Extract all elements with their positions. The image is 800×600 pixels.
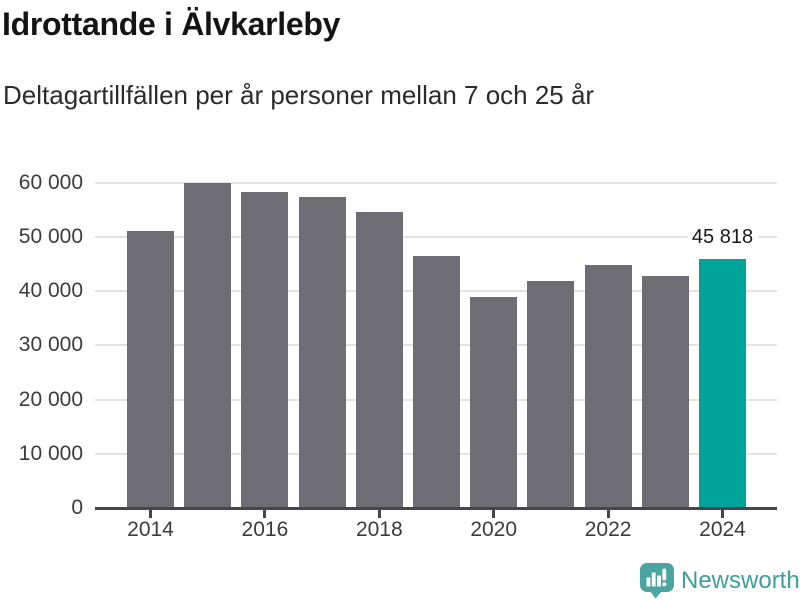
- bar-2014: [127, 230, 174, 507]
- y-axis-label: 50 000: [18, 224, 83, 248]
- x-axis-tick: [492, 510, 496, 518]
- y-axis-label: 0: [71, 496, 83, 519]
- bar-2024: [699, 259, 746, 507]
- bar-2022: [584, 264, 632, 507]
- logo-bar-icon: [657, 575, 661, 587]
- chart-subtitle: Deltagartillfällen per år personer mella…: [3, 80, 595, 110]
- x-axis-tick: [721, 510, 724, 518]
- bar-2020: [470, 296, 518, 507]
- bar-2018: [355, 212, 403, 507]
- y-axis-label: 40 000: [18, 279, 83, 302]
- x-axis-label: 2018: [355, 518, 403, 541]
- bar-2021: [527, 280, 575, 507]
- value-annotation: 45 818: [686, 224, 759, 250]
- x-axis-tick: [263, 510, 267, 518]
- logo-exclamation-icon: [662, 568, 667, 581]
- gridline: [95, 181, 777, 184]
- x-axis-label: 2016: [241, 518, 289, 541]
- chart-title: Idrottande i Älvkarleby: [2, 6, 341, 42]
- logo-bar-icon: [646, 577, 651, 587]
- gridline: [95, 235, 777, 238]
- x-axis-label: 2014: [127, 518, 174, 541]
- x-axis-label: 2020: [470, 518, 518, 541]
- x-axis-tick: [377, 510, 381, 518]
- x-axis-line: [95, 507, 777, 510]
- newsworthy-logo-text: Newsworthy: [681, 567, 800, 594]
- newsworthy-logo[interactable]: Newsworthy: [640, 563, 800, 599]
- x-axis-tick: [149, 510, 152, 518]
- newsworthy-icon: [640, 563, 674, 599]
- logo-bar-icon: [651, 572, 656, 587]
- bar-2023: [641, 275, 689, 507]
- x-axis-label: 2024: [699, 518, 746, 541]
- y-axis-label: 10 000: [18, 441, 83, 465]
- bar-2017: [298, 196, 346, 507]
- bar-2016: [241, 192, 289, 507]
- bar-2019: [413, 255, 460, 507]
- y-axis-label: 60 000: [18, 170, 83, 194]
- logo-exclamation-dot: [662, 582, 667, 587]
- bar-2015: [184, 182, 232, 507]
- y-axis-label: 30 000: [18, 333, 83, 357]
- x-axis-label: 2022: [584, 518, 632, 541]
- x-axis-tick: [606, 510, 610, 518]
- y-axis-label: 20 000: [18, 387, 83, 411]
